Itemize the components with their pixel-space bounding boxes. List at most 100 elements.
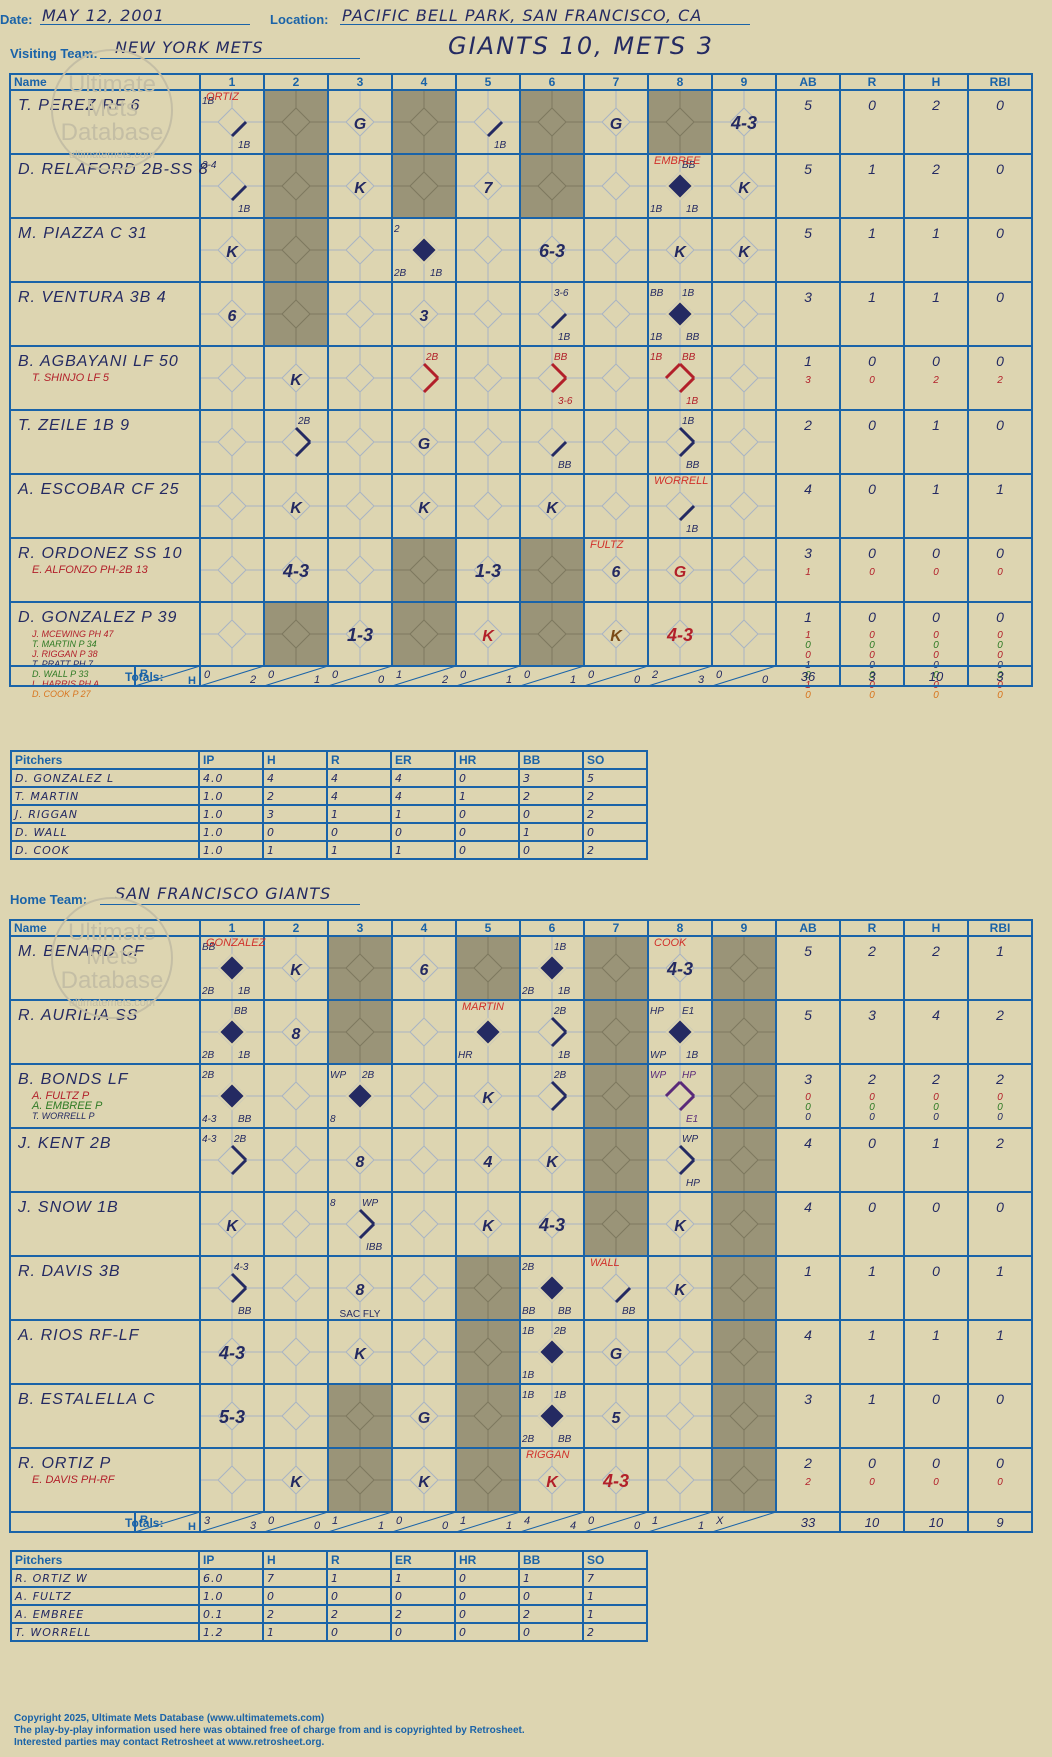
- visitors-base-diamond: [217, 427, 247, 457]
- visitors-base-diamond: [217, 555, 247, 585]
- visitors-substitute-name: T. SHINJO LF 5: [32, 372, 110, 384]
- visitors-substitute-name: J. MCEWING PH 47: [31, 629, 115, 639]
- visitors-totals-slash: [455, 665, 521, 687]
- visitors-stat-value: 0: [805, 650, 811, 661]
- visitors-stat-value: 0: [933, 670, 939, 681]
- visitor-pitchers-pitching-stat: 2: [582, 804, 648, 824]
- home-inning-runs: 0: [588, 1515, 595, 1527]
- home-stat-value: 0: [805, 1092, 811, 1103]
- home-stat-value: 4: [804, 1327, 812, 1343]
- visitors-play-result: 6: [228, 308, 237, 325]
- visitor-pitchers-column-header: SO: [582, 750, 648, 770]
- home-stat-value: 2: [804, 1477, 811, 1488]
- visitors-inning-header: 1: [229, 75, 236, 89]
- home-inning-header: 5: [485, 921, 492, 935]
- home-pitchers-column-header: SO: [582, 1550, 648, 1570]
- visitors-play-result: 1-3: [347, 625, 373, 645]
- home-watermark-url: ultimatemets.com: [69, 997, 155, 1009]
- home-inning-header: 9: [741, 921, 748, 935]
- home-play-result: 5-3: [219, 1407, 245, 1427]
- visitors-substitute-name: J. RIGGAN P 38: [31, 649, 98, 659]
- home-play-note: 2B: [521, 1262, 535, 1273]
- visitors-play-note: 2: [393, 224, 400, 235]
- visitor-pitchers-pitching-stat: 5: [582, 768, 648, 788]
- visitors-base-diamond: [345, 491, 375, 521]
- visitors-stat-value: 0: [868, 481, 876, 497]
- home-pitchers-pitching-stat: 0: [518, 1586, 584, 1606]
- home-run-scored-diamond: [217, 953, 247, 983]
- home-base-diamond: [409, 1273, 439, 1303]
- home-base-diamond: [409, 1081, 439, 1111]
- home-base-diamond: [409, 1209, 439, 1239]
- home-pitchers-pitcher-name: T. WORRELL: [10, 1622, 200, 1642]
- visitors-stat-value: 1: [868, 161, 876, 177]
- home-pitchers-header-row: Pitchers IP H R ER HR BB SO: [10, 1550, 648, 1570]
- home-pitchers-pitching-stat: 2: [262, 1604, 328, 1624]
- visitors-basepath-line: [678, 504, 696, 522]
- home-player-name: A. RIOS RF-LF: [17, 1327, 140, 1344]
- home-play-result: 5: [612, 1410, 622, 1427]
- visitors-base-diamond: [473, 299, 503, 329]
- visitor-pitchers-pitching-stat: 4: [326, 768, 392, 788]
- visitors-stat-value: 0: [868, 353, 876, 369]
- visitors-stat-value: 0: [997, 690, 1003, 701]
- home-rh-key-slash: [134, 1511, 201, 1533]
- game-date: MAY 12, 2001: [42, 6, 165, 25]
- visitors-totals-slash: [391, 665, 457, 687]
- home-play-result: 4-3: [666, 959, 693, 979]
- home-play-note: BB: [522, 1306, 536, 1317]
- home-pitchers-pitching-stat: 1: [518, 1568, 584, 1588]
- home-inning-hits: 0: [442, 1520, 449, 1532]
- home-play-result: K: [546, 1154, 559, 1171]
- home-play-note: 1B: [522, 1390, 535, 1401]
- home-play-result: 8: [356, 1154, 365, 1171]
- home-stat-value: 4: [804, 1199, 812, 1215]
- home-base-diamond: [281, 1401, 311, 1431]
- visitors-watermark-text: Database: [61, 119, 164, 146]
- visitors-totals-slash: [327, 665, 393, 687]
- visitor-pitchers-pitching-stat: 1.0: [198, 840, 264, 860]
- visitors-base-diamond: [601, 491, 631, 521]
- home-pitchers-pitching-stat: 1: [582, 1586, 648, 1606]
- home-team-name: SAN FRANCISCO GIANTS: [115, 884, 332, 903]
- home-base-diamond: [217, 1273, 247, 1303]
- home-substitute-name: A. EMBREE P: [31, 1100, 103, 1112]
- visitors-stat-value: 0: [869, 630, 875, 641]
- visitor-pitchers-pitcher-name: T. MARTIN: [10, 786, 200, 806]
- home-substitute-name: E. DAVIS PH-RF: [32, 1474, 116, 1486]
- visitors-stat-value: 1: [996, 481, 1004, 497]
- visitors-stat-value: 0: [996, 225, 1004, 241]
- visitor-pitchers-pitcher-name: J. RIGGAN: [10, 804, 200, 824]
- home-play-note: WP: [650, 1050, 666, 1061]
- home-pitchers-pitching-stat: 1.2: [198, 1622, 264, 1642]
- visitors-base-diamond: [729, 619, 759, 649]
- visitors-inning-header: 4: [421, 75, 428, 89]
- visitor-pitchers-pitcher-name: D. GONZALEZ L: [10, 768, 200, 788]
- home-run-scored-diamond: [217, 1017, 247, 1047]
- visitors-play-result: G: [674, 564, 686, 581]
- date-underline: [40, 24, 250, 25]
- visitor-pitchers-pitching-stat: 0: [326, 822, 392, 842]
- visitor-pitchers-pitching-stat: 1: [518, 822, 584, 842]
- visitor-pitchers-row: D. GONZALEZ L 4.0 4 4 4 0 3 5: [10, 768, 648, 788]
- visitor-pitchers-pitching-stat: 4: [326, 786, 392, 806]
- visitors-pitcher-change: FULTZ: [590, 539, 625, 551]
- home-play-note: E1: [682, 1006, 694, 1017]
- visitors-play-note: 1B: [650, 352, 663, 363]
- home-pitchers-pitching-stat: 2: [582, 1622, 648, 1642]
- home-name-header: Name: [14, 921, 47, 935]
- visitors-run-scored-diamond: [665, 299, 695, 329]
- home-pitchers-pitcher-name: A. EMBREE: [10, 1604, 200, 1624]
- visitors-stat-value: 0: [869, 640, 875, 651]
- visitor-pitchers-pitching-stat: 1.0: [198, 822, 264, 842]
- home-stat-value: 1: [932, 1135, 940, 1151]
- home-play-note: BB: [558, 1434, 572, 1445]
- visitors-stat-header: R: [868, 75, 877, 89]
- home-base-diamond: [665, 1465, 695, 1495]
- visitors-stat-value: 0: [933, 650, 939, 661]
- home-base-diamond: [281, 1145, 311, 1175]
- visitor-pitchers-pitching-stat: 1: [390, 840, 456, 860]
- home-totals-slash: [263, 1511, 329, 1533]
- home-inning-header: 1: [229, 921, 236, 935]
